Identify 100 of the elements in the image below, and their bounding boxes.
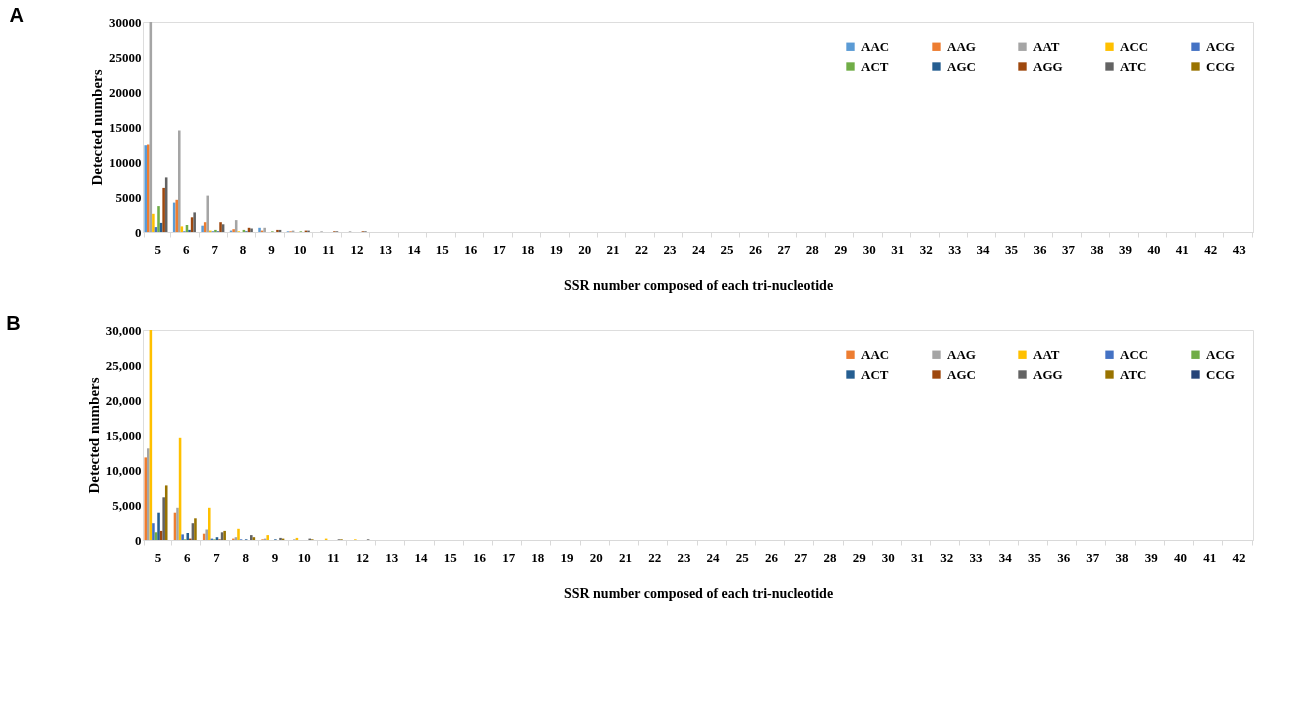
- x-tick-label: 32: [940, 549, 954, 565]
- x-tick-label: 22: [635, 241, 649, 257]
- bar: [206, 195, 210, 232]
- x-tick-label: 26: [765, 549, 779, 565]
- legend-label: AGC: [947, 366, 976, 382]
- bar: [205, 529, 208, 540]
- x-tick-label: 37: [1062, 241, 1076, 257]
- x-tick-label: 9: [268, 241, 276, 257]
- bar: [164, 485, 168, 540]
- x-tick-label: 17: [502, 549, 516, 565]
- y-tick-label: 5,000: [112, 497, 142, 513]
- x-tick-label: 6: [182, 241, 190, 257]
- x-tick-label: 23: [677, 549, 691, 565]
- x-axis-title: SSR number composed of each tri-nucleotide: [563, 585, 834, 601]
- y-tick-label: 15000: [109, 119, 142, 135]
- x-tick-label: 32: [919, 241, 933, 257]
- x-axis-title: SSR number composed of each tri-nucleotide: [563, 277, 834, 293]
- x-tick-label: 18: [521, 241, 535, 257]
- x-tick-label: 34: [998, 549, 1013, 565]
- x-tick-label: 11: [327, 549, 340, 565]
- x-tick-label: 20: [589, 549, 603, 565]
- x-tick-label: 28: [805, 241, 820, 257]
- y-tick-label: 0: [135, 224, 142, 240]
- x-tick-label: 14: [414, 549, 428, 565]
- x-tick-label: 15: [443, 549, 458, 565]
- x-tick-label: 24: [692, 241, 706, 257]
- legend-label: CCG: [1206, 366, 1235, 382]
- x-tick-label: 16: [464, 241, 478, 257]
- x-tick-label: 20: [578, 241, 592, 257]
- x-tick-label: 31: [891, 241, 905, 257]
- y-tick-label: 0: [135, 532, 142, 548]
- x-tick-label: 29: [834, 241, 848, 257]
- x-tick-label: 23: [663, 241, 678, 257]
- x-tick-label: 35: [1027, 549, 1042, 565]
- x-tick-label: 15: [435, 241, 450, 257]
- x-tick-label: 17: [492, 241, 507, 257]
- y-tick-label: 5000: [115, 189, 142, 205]
- x-tick-label: 36: [1033, 241, 1048, 257]
- x-tick-label: 10: [297, 549, 311, 565]
- x-tick-label: 42: [1232, 549, 1246, 565]
- bar: [176, 507, 179, 540]
- x-tick-label: 7: [213, 549, 221, 565]
- legend-label: ACC: [1120, 346, 1149, 362]
- x-tick-label: 27: [777, 241, 791, 257]
- x-tick-label: 13: [385, 549, 399, 565]
- legend-label: ACG: [1206, 38, 1235, 54]
- legend-label: AAG: [947, 38, 976, 54]
- y-tick-label: 10000: [109, 154, 142, 170]
- bar: [188, 229, 191, 232]
- legend-label: AGC: [947, 58, 976, 74]
- bar: [152, 213, 155, 232]
- x-tick-label: 36: [1057, 549, 1071, 565]
- x-tick-label: 37: [1086, 549, 1100, 565]
- legend-label: ACC: [1120, 38, 1149, 54]
- bar: [178, 130, 181, 232]
- bar: [144, 457, 148, 540]
- x-tick-label: 35: [1005, 241, 1019, 257]
- x-tick-label: 42: [1204, 241, 1218, 257]
- x-tick-label: 21: [618, 549, 632, 565]
- bar: [162, 497, 165, 540]
- x-tick-label: 26: [748, 241, 763, 257]
- bar: [181, 534, 184, 540]
- y-tick-label: 20000: [109, 84, 142, 100]
- x-tick-label: 5: [154, 549, 162, 565]
- legend-label: ATC: [1120, 366, 1147, 382]
- bar: [157, 512, 160, 540]
- x-tick-label: 19: [549, 241, 564, 257]
- x-tick-label: 28: [823, 549, 837, 565]
- x-tick-label: 12: [356, 549, 370, 565]
- legend-label: AGG: [1033, 366, 1063, 382]
- x-tick-label: 31: [911, 549, 925, 565]
- x-tick-label: 38: [1090, 241, 1104, 257]
- x-tick-label: 8: [242, 549, 250, 565]
- chart-title: B: [6, 312, 21, 334]
- x-tick-label: 19: [560, 549, 575, 565]
- x-tick-label: 33: [948, 241, 962, 257]
- x-tick-label: 41: [1203, 549, 1217, 565]
- x-tick-label: 40: [1147, 241, 1161, 257]
- y-tick-label: 20,000: [105, 392, 142, 408]
- x-tick-label: 30: [862, 241, 876, 257]
- x-tick-label: 16: [472, 549, 487, 565]
- x-tick-label: 13: [378, 241, 393, 257]
- x-tick-label: 21: [606, 241, 620, 257]
- x-tick-label: 14: [407, 241, 421, 257]
- legend-label: AAT: [1033, 38, 1060, 54]
- x-tick-label: 8: [239, 241, 247, 257]
- legend-label: AAC: [861, 346, 890, 362]
- legend-label: ACG: [1206, 346, 1235, 362]
- x-tick-label: 25: [735, 549, 750, 565]
- legend-label: ATC: [1120, 58, 1147, 74]
- x-tick-label: 29: [852, 549, 867, 565]
- bar: [237, 528, 240, 540]
- x-tick-label: 24: [706, 549, 721, 565]
- x-tick-label: 11: [322, 241, 335, 257]
- y-axis-title: Detected numbers: [85, 377, 102, 494]
- x-tick-label: 10: [293, 241, 307, 257]
- bar: [186, 533, 190, 540]
- x-tick-label: 38: [1115, 549, 1130, 565]
- legend-label: ACT: [861, 366, 889, 382]
- x-tick-label: 18: [531, 549, 545, 565]
